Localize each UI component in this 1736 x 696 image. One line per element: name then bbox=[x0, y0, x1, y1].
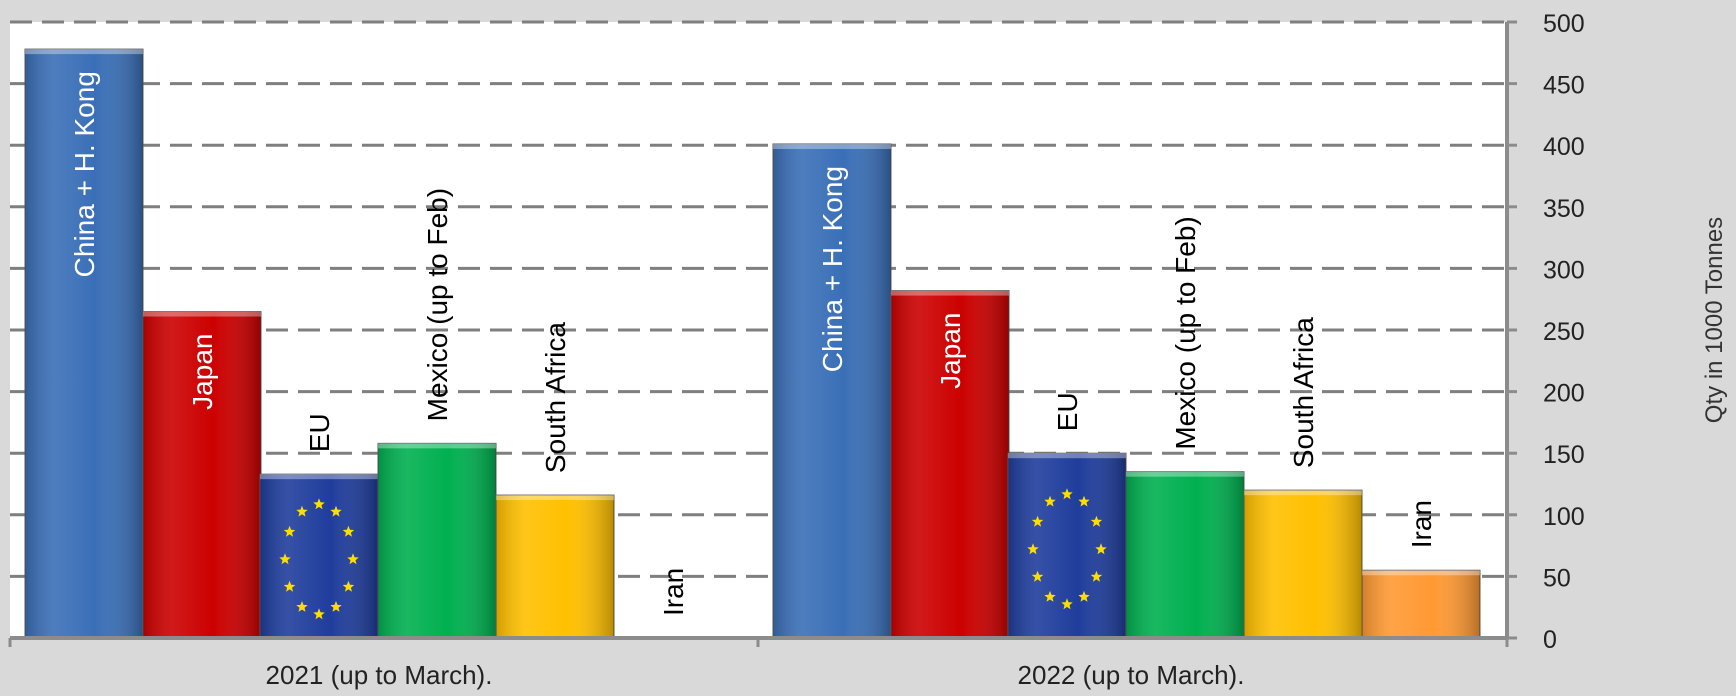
bar-label: South Africa bbox=[1288, 317, 1319, 468]
eu-star bbox=[1090, 570, 1103, 582]
eu-star bbox=[1078, 495, 1090, 507]
bar-shading bbox=[25, 49, 143, 638]
eu-star bbox=[313, 498, 325, 510]
bar-shading bbox=[773, 143, 891, 638]
labels: China + H. Kong China + H. Kong Japan Japan… bbox=[69, 71, 1437, 616]
eu-star bbox=[1078, 590, 1090, 602]
bar-label: South Africa bbox=[540, 322, 571, 473]
y-tick-label: 500 bbox=[1543, 10, 1585, 38]
y-tick-label: 400 bbox=[1543, 133, 1585, 161]
bar-label: EU bbox=[304, 413, 335, 452]
bar-label: Mexico (up to Feb) bbox=[1170, 216, 1201, 449]
eu-star bbox=[1095, 543, 1107, 555]
bar-label: Mexico (up to Feb) bbox=[422, 188, 453, 421]
y-tick-label: 0 bbox=[1543, 626, 1557, 654]
eu-star bbox=[1061, 598, 1073, 610]
bar-label: Japan bbox=[187, 334, 218, 410]
eu-star bbox=[296, 505, 308, 517]
y-tick-label: 300 bbox=[1543, 256, 1585, 284]
bar-shading bbox=[1126, 471, 1244, 638]
bar-top-highlight bbox=[143, 311, 261, 317]
eu-star bbox=[342, 580, 355, 592]
eu-star bbox=[296, 601, 308, 612]
bar-top-highlight bbox=[891, 290, 1009, 296]
gridlines bbox=[10, 20, 1507, 578]
bar-shading bbox=[378, 443, 496, 638]
bar-top-highlight bbox=[1126, 471, 1244, 477]
bar-label: China + H. Kong bbox=[69, 71, 100, 277]
x-category-label: 2021 (up to March). bbox=[266, 660, 493, 690]
y-tick-label: 350 bbox=[1543, 195, 1585, 223]
eu-star bbox=[347, 553, 359, 565]
y-tick-label: 450 bbox=[1543, 72, 1585, 100]
bars bbox=[24, 48, 1481, 639]
eu-star bbox=[1061, 488, 1073, 500]
bar-shading bbox=[496, 495, 614, 638]
bar-top-highlight bbox=[1008, 453, 1126, 459]
eu-star bbox=[1090, 515, 1103, 527]
bar-top-highlight bbox=[1362, 570, 1480, 576]
y-tick-label: 150 bbox=[1543, 441, 1585, 469]
bar-top-highlight bbox=[496, 495, 614, 501]
bar-shading bbox=[1008, 453, 1126, 638]
bar-top-highlight bbox=[378, 443, 496, 449]
bar-shading bbox=[1244, 490, 1362, 638]
eu-star bbox=[1027, 543, 1039, 555]
eu-star bbox=[1031, 515, 1044, 527]
bar-top-highlight bbox=[1244, 490, 1362, 496]
bar-label: China + H. Kong bbox=[817, 166, 848, 372]
eu-star bbox=[313, 608, 325, 620]
eu-star bbox=[279, 553, 291, 565]
bar-shading bbox=[1362, 570, 1480, 638]
bar-shading bbox=[891, 290, 1009, 638]
bar-top-highlight bbox=[260, 474, 378, 480]
axes: 0 50 100 150 200 250 300 350 400 450 500 2021 (up t… bbox=[8, 10, 1585, 690]
y-tick-label: 200 bbox=[1543, 380, 1585, 408]
eu-star bbox=[1031, 570, 1044, 582]
eu-star bbox=[330, 601, 342, 612]
eu-star bbox=[283, 580, 296, 592]
eu-star bbox=[1044, 495, 1056, 507]
x-category-label: 2022 (up to March). bbox=[1018, 660, 1245, 690]
bar-shading bbox=[143, 311, 261, 638]
bar-label: Iran bbox=[1406, 500, 1437, 548]
eu-star bbox=[1044, 590, 1056, 602]
y-tick-label: 250 bbox=[1543, 318, 1585, 346]
eu-star bbox=[342, 525, 355, 537]
eu-star bbox=[330, 505, 342, 517]
bar-top-highlight bbox=[773, 143, 891, 149]
bar-label: EU bbox=[1052, 392, 1083, 431]
y-axis-title: Qty in 1000 Tonnes bbox=[1701, 217, 1728, 423]
y-tick-label: 50 bbox=[1543, 564, 1571, 592]
eu-star bbox=[283, 525, 296, 537]
bar-top-highlight bbox=[25, 49, 143, 55]
bar-label: Iran bbox=[658, 568, 689, 616]
bar-label: Japan bbox=[935, 313, 966, 389]
y-tick-label: 100 bbox=[1543, 503, 1585, 531]
